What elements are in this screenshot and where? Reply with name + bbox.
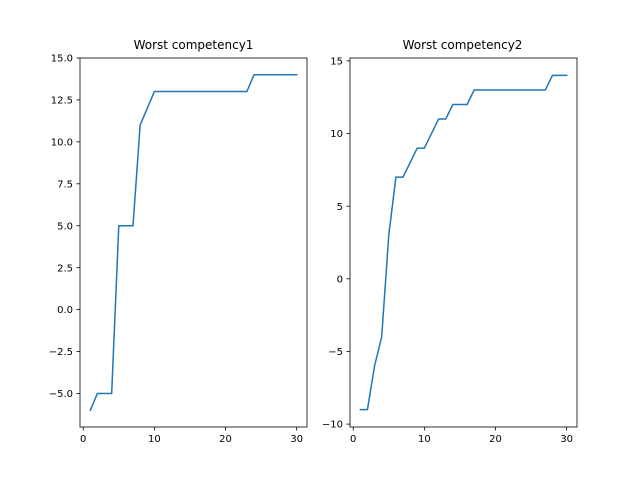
- plot-area: [89, 74, 298, 412]
- y-tick-label: 7.5: [57, 179, 73, 190]
- x-tick-label: 20: [219, 434, 232, 445]
- x-axis: 0 10 20 30: [350, 427, 573, 445]
- y-tick-label: −2.5: [49, 347, 73, 358]
- x-tick-label: 30: [290, 434, 303, 445]
- chart-panel-2: Worst competency2 0 10 20 30 −10 −5 0 5 10 15: [322, 38, 578, 445]
- y-tick-label: 5: [337, 202, 343, 213]
- y-tick-label: 5.0: [57, 221, 73, 232]
- y-axis: −10 −5 0 5 10 15: [322, 57, 350, 431]
- axes-frame: [79, 57, 308, 428]
- y-tick-label: −5.0: [49, 389, 73, 400]
- x-tick-label: 20: [489, 434, 502, 445]
- plot-area: [359, 74, 568, 411]
- chart-title: Worst competency2: [403, 38, 523, 52]
- y-tick-label: 15: [330, 57, 343, 68]
- y-tick-label: 10.0: [51, 137, 73, 148]
- x-tick-label: 0: [350, 434, 356, 445]
- y-tick-label: −5: [328, 347, 343, 358]
- y-axis: −5.0 −2.5 0.0 2.5 5.0 7.5 10.0 12.5 15.0: [49, 54, 80, 400]
- series-line: [359, 74, 568, 411]
- y-tick-label: 15.0: [51, 54, 73, 65]
- x-tick-label: 10: [148, 434, 161, 445]
- x-tick-label: 30: [560, 434, 573, 445]
- y-tick-label: 0.0: [57, 305, 73, 316]
- series-line: [89, 74, 298, 412]
- chart-title: Worst competency1: [134, 38, 254, 52]
- y-tick-label: 10: [330, 129, 343, 140]
- axes-frame: [349, 57, 578, 428]
- chart-panel-1: Worst competency1 0 10 20 30 −5.0 −2.5 0.0 2.5…: [49, 38, 308, 445]
- y-tick-label: 0: [337, 274, 343, 285]
- x-tick-label: 10: [418, 434, 431, 445]
- y-tick-label: 12.5: [51, 96, 73, 107]
- y-tick-label: −10: [322, 420, 343, 431]
- x-axis: 0 10 20 30: [80, 427, 303, 445]
- x-tick-label: 0: [80, 434, 86, 445]
- y-tick-label: 2.5: [57, 263, 73, 274]
